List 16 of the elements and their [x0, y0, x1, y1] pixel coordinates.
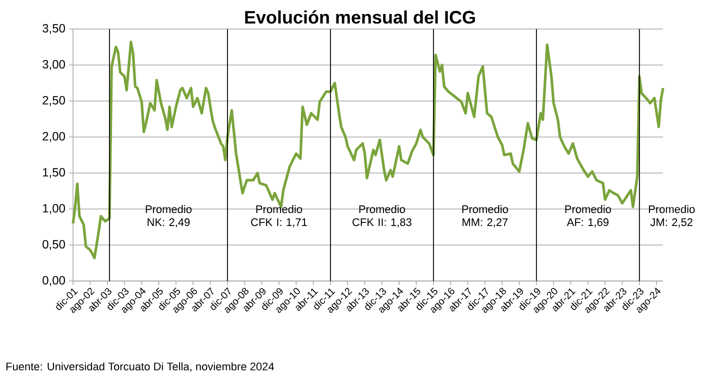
chart-title: Evolución mensual del ICG — [245, 10, 475, 24]
y-tick-label: 2,50 — [42, 96, 66, 106]
y-tick-label: 1,50 — [43, 168, 66, 178]
source-note: Fuente: Universidad Torcuato Di Tella, noviembre 2024 — [6, 362, 274, 372]
y-tick-label: 0,50 — [42, 240, 66, 250]
y-tick-label: 0,00 — [42, 276, 66, 286]
y-tick-label: 2,00 — [42, 132, 66, 142]
annotation: Promedio AF: 1,69 — [565, 205, 611, 228]
y-tick-label: 3,50 — [42, 24, 66, 34]
annotation: Promedio NK: 2,49 — [146, 205, 192, 228]
y-tick-label: 3,00 — [42, 60, 66, 70]
annotation: Promedio JM: 2,52 — [648, 205, 695, 228]
annotation: Promedio CFK I: 1,71 — [251, 205, 307, 228]
y-tick-label: 1,00 — [43, 204, 66, 214]
annotation: Promedio MM: 2,27 — [462, 205, 508, 228]
annotation: Promedio CFK II: 1,83 — [352, 205, 412, 228]
